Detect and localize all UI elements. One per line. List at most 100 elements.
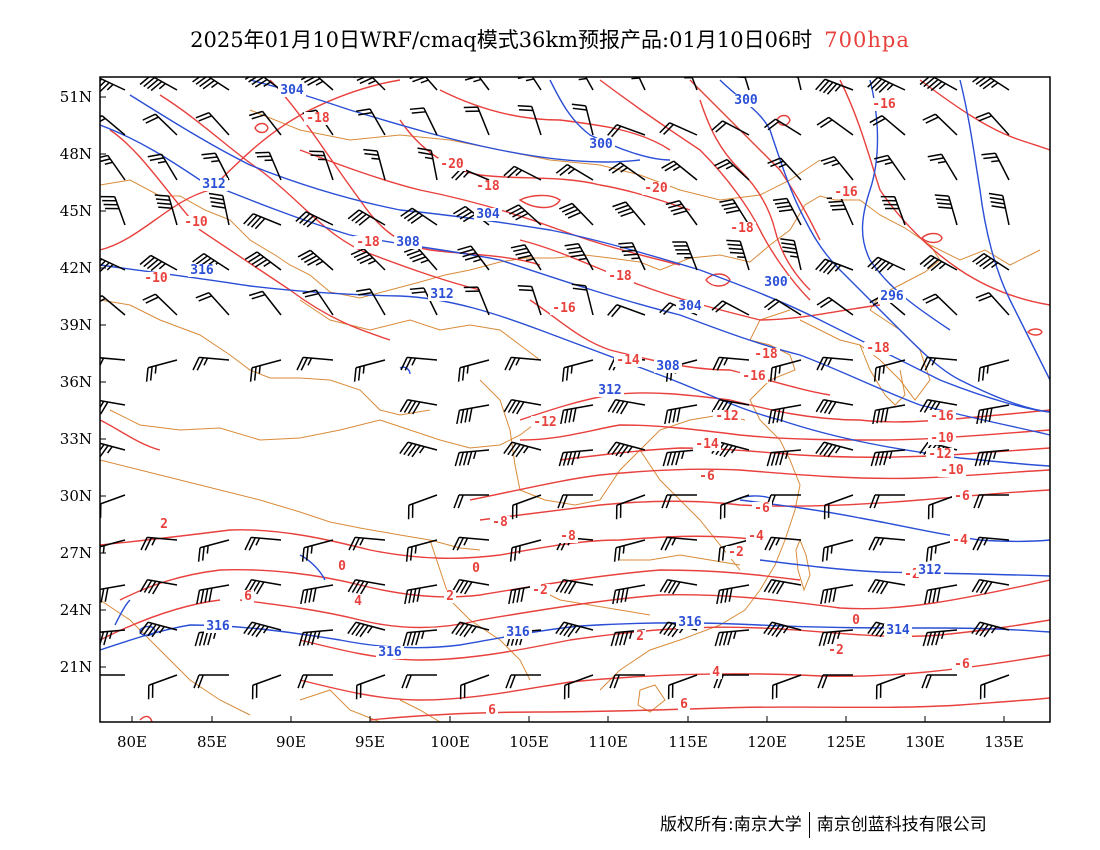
temp-label-bg	[864, 342, 892, 355]
wind-barb-flag	[100, 445, 109, 458]
wind-barb-flag	[680, 450, 685, 460]
wind-barb-shaft	[615, 584, 646, 591]
wind-barb-flag	[934, 545, 937, 554]
temp-label-bg	[740, 370, 768, 383]
wind-barb-flag	[729, 251, 744, 255]
wind-barb-flag	[611, 442, 621, 456]
wind-barb-flag	[766, 452, 772, 467]
wind-barb-flag	[146, 258, 159, 270]
wind-barb-flag	[210, 200, 225, 205]
lon-label: 100E	[430, 733, 470, 751]
wind-barb-flag	[371, 157, 380, 160]
wind-barb-flag	[464, 77, 479, 81]
wind-barb-flag	[300, 590, 305, 605]
temperature-label: -6	[954, 489, 970, 504]
wind-barb-flag	[247, 214, 258, 227]
wind-barb-shaft	[214, 152, 230, 181]
wind-barb-flag	[977, 367, 981, 382]
temperature-label: -2	[904, 567, 920, 582]
wind-barb-shaft	[797, 77, 802, 91]
wind-barb-flag	[418, 151, 433, 156]
wind-barb-flag	[767, 300, 780, 311]
temp-label-bg	[678, 698, 690, 711]
wind-barb-shaft	[199, 539, 230, 549]
wind-barb-flag	[508, 590, 513, 605]
wind-barb-flag	[823, 443, 833, 457]
wind-barb-flag	[143, 256, 155, 268]
temperature-label: -10	[930, 431, 954, 446]
wind-barb-flag	[831, 162, 840, 167]
height-label-bg	[278, 84, 306, 97]
wind-barb-flag	[195, 112, 210, 119]
wind-barb-flag	[730, 446, 737, 454]
wind-barb-flag	[614, 204, 629, 211]
wind-barb-flag	[818, 632, 824, 647]
wind-barb-flag	[778, 208, 793, 213]
lat-label: 42N	[60, 259, 92, 277]
wind-barb-flag	[725, 209, 740, 214]
wind-barb-flag	[263, 261, 271, 267]
wind-barb-flag	[315, 80, 324, 86]
wind-barb-shaft	[585, 285, 594, 316]
wind-barb-flag	[784, 450, 789, 460]
wind-barb-flag	[982, 451, 989, 466]
height-label-bg	[394, 236, 422, 249]
wind-barb-flag	[712, 357, 720, 371]
wind-barb-shaft	[355, 579, 386, 586]
temp-label-bg	[746, 530, 766, 543]
wind-barb-flag	[938, 206, 953, 210]
wind-barb-flag	[453, 494, 460, 509]
wind-barb-flag	[555, 579, 565, 593]
wind-barb-flag	[716, 357, 724, 371]
temperature-label: 0	[852, 613, 860, 628]
wind-barb-flag	[623, 631, 629, 646]
wind-barb-flag	[729, 68, 743, 69]
wind-barb-flag	[142, 113, 156, 121]
wind-barb-flag	[820, 155, 835, 162]
wind-barb-flag	[622, 545, 625, 554]
wind-barb-flag	[984, 581, 993, 595]
wind-barb-flag	[208, 587, 213, 602]
wind-barb-shaft	[875, 579, 906, 586]
wind-barb-flag	[151, 537, 157, 546]
temp-label-bg	[336, 560, 348, 573]
wind-barb-flag	[108, 630, 113, 640]
wind-barb-flag	[875, 623, 885, 637]
wind-barb-shaft	[369, 108, 386, 136]
wind-barb-flag	[727, 243, 742, 247]
temperature-label: -12	[715, 409, 738, 424]
wind-barb-shaft	[988, 112, 1010, 136]
wind-barb-flag	[520, 587, 525, 602]
wind-barb-flag	[255, 151, 270, 154]
wind-barb-shaft	[775, 298, 802, 316]
wind-barb-flag	[930, 260, 943, 272]
wind-barb-flag	[558, 452, 564, 467]
wind-barb-flag	[464, 581, 473, 595]
wind-barb-flag	[353, 367, 357, 382]
wind-barb-flag	[352, 537, 360, 551]
wind-barb-flag	[722, 631, 729, 646]
wind-barb-flag	[763, 579, 773, 593]
wind-barb-flag	[715, 302, 727, 313]
wind-barb-flag	[723, 205, 738, 211]
wind-barb-flag	[251, 293, 266, 300]
lat-label: 33N	[60, 430, 92, 448]
wind-barb-shaft	[823, 584, 854, 591]
wind-barb-flag	[517, 77, 528, 80]
wind-barb-flag	[145, 116, 159, 124]
wind-barb-flag	[879, 537, 885, 546]
northeast-border	[799, 244, 1041, 401]
wind-barb-flag	[192, 253, 205, 263]
wind-barb-flag	[824, 589, 829, 604]
wind-barb-flag	[932, 588, 937, 603]
wind-barb-shaft	[980, 674, 1010, 686]
wind-barb-flag	[621, 249, 636, 253]
wind-barb-shaft	[840, 197, 854, 226]
wind-barb-flag	[250, 216, 262, 228]
wind-barb-flag	[989, 196, 1004, 201]
height-label: 316	[678, 615, 702, 630]
wind-barb-flag	[243, 213, 254, 225]
temp-label-bg	[354, 236, 382, 249]
wind-barb-shaft	[208, 292, 230, 316]
lon-label: 90E	[276, 733, 306, 751]
